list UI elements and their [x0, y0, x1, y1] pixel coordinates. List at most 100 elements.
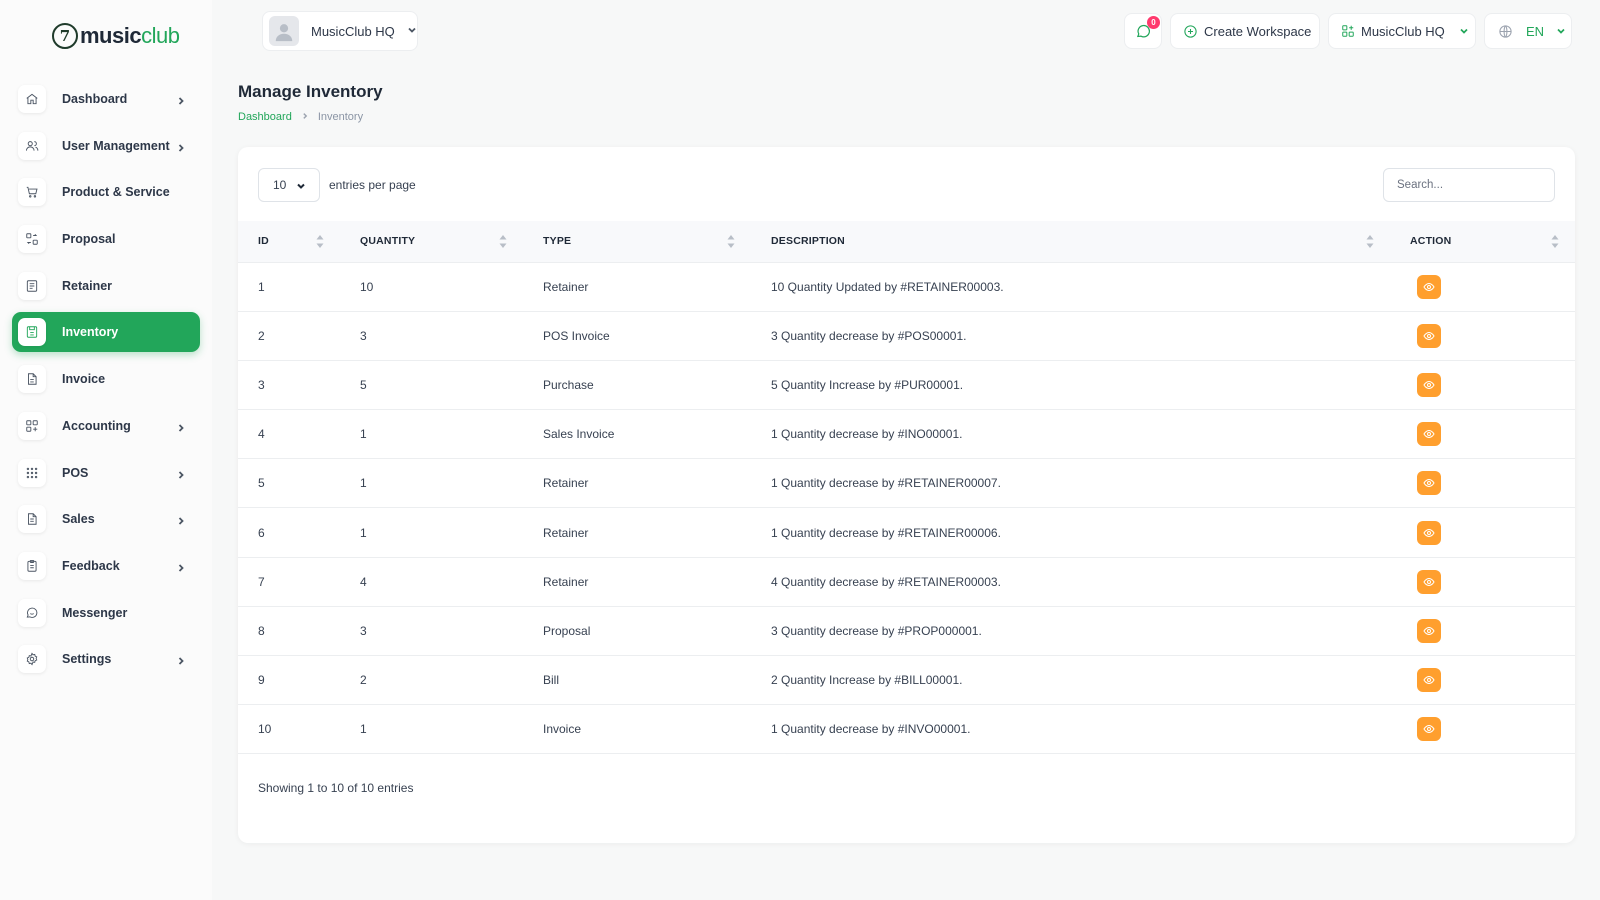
view-button[interactable]	[1417, 717, 1441, 742]
view-button[interactable]	[1417, 323, 1441, 348]
search-input[interactable]	[1383, 168, 1555, 202]
chat-icon	[1136, 24, 1150, 37]
sidebar-item-label: Invoice	[62, 372, 106, 387]
eye-icon	[1423, 725, 1435, 734]
breadcrumb-current: Inventory	[317, 111, 364, 123]
table-row: 1 10 Retainer 10 Quantity Updated by #RETAI…	[238, 261, 1575, 312]
cell-description: 4 Quantity decrease by #RETAINER00003.	[751, 556, 1390, 607]
sidebar-item-label: Messenger	[62, 605, 128, 620]
sidebar-item-pos[interactable]: POS	[12, 453, 200, 493]
dots-grid-icon	[18, 458, 46, 487]
view-button[interactable]	[1417, 569, 1441, 594]
cell-type: Proposal	[523, 605, 751, 656]
sidebar-item-messenger[interactable]: Messenger	[12, 593, 200, 633]
exchange-icon	[18, 225, 46, 254]
eye-icon	[1423, 331, 1435, 340]
create-workspace-button[interactable]: Create Workspace	[1170, 13, 1320, 49]
workspace-menu-button[interactable]: MusicClub HQ	[1328, 13, 1476, 49]
logo-text-bold: music	[80, 23, 142, 48]
entries-per-page-select[interactable]: 10	[258, 168, 320, 202]
cell-type: Retainer	[523, 556, 751, 607]
sort-icon	[316, 235, 324, 248]
brand-logo[interactable]: 7 musicclub	[52, 20, 180, 52]
table-row: 5 1 Retainer 1 Quantity decrease by #RETAIN…	[238, 458, 1575, 508]
column-header-action[interactable]: ACTION	[1390, 221, 1575, 262]
eye-icon	[1423, 430, 1435, 439]
chevron-down-icon	[407, 22, 417, 40]
view-button[interactable]	[1417, 372, 1441, 397]
sidebar-item-settings[interactable]: Settings	[12, 639, 200, 679]
column-header-label: TYPE	[543, 235, 572, 248]
workspace-switcher[interactable]: MusicClub HQ	[262, 11, 418, 51]
chevron-right-icon	[301, 111, 309, 123]
sidebar-item-label: Settings	[62, 652, 112, 667]
cell-id: 3	[238, 359, 340, 410]
column-header-description[interactable]: DESCRIPTION	[751, 221, 1390, 262]
file-text-icon	[18, 505, 46, 534]
table-row: 2 3 POS Invoice 3 Quantity decrease by #POS…	[238, 310, 1575, 361]
messages-button[interactable]: 0	[1124, 13, 1162, 49]
sidebar-item-retainer[interactable]: Retainer	[12, 266, 200, 306]
cell-action	[1390, 654, 1575, 705]
plus-circle-icon	[1184, 24, 1197, 38]
cell-quantity: 1	[340, 507, 523, 558]
cell-description: 2 Quantity Increase by #BILL00001.	[751, 654, 1390, 705]
sort-icon	[1366, 235, 1374, 248]
sidebar-item-sales[interactable]: Sales	[12, 499, 200, 539]
cart-icon	[18, 178, 46, 207]
column-header-label: ACTION	[1410, 235, 1452, 248]
cell-action	[1390, 261, 1575, 312]
cell-action	[1390, 310, 1575, 361]
users-icon	[18, 131, 46, 160]
workspace-menu-label: MusicClub HQ	[1361, 23, 1445, 39]
sort-icon	[727, 235, 735, 248]
cell-type: Purchase	[523, 359, 751, 410]
table-row: 10 1 Invoice 1 Quantity decrease by #INVO00…	[238, 704, 1575, 755]
cell-description: 1 Quantity decrease by #RETAINER00007.	[751, 458, 1390, 508]
sidebar-item-proposal[interactable]: Proposal	[12, 219, 200, 259]
sidebar-item-dashboard[interactable]: Dashboard	[12, 79, 200, 119]
cell-description: 1 Quantity decrease by #INO00001.	[751, 409, 1390, 459]
cell-type: POS Invoice	[523, 310, 751, 361]
chevron-down-icon	[296, 180, 306, 194]
home-icon	[18, 85, 46, 113]
view-button[interactable]	[1417, 274, 1441, 299]
language-selector[interactable]: EN	[1484, 13, 1572, 49]
user-avatar-icon	[275, 24, 293, 42]
column-header-quantity[interactable]: QUANTITY	[340, 221, 523, 262]
cell-action	[1390, 507, 1575, 558]
sidebar-item-label: POS	[62, 465, 89, 480]
breadcrumb-dashboard-link[interactable]: Dashboard	[238, 111, 292, 123]
sidebar-item-feedback[interactable]: Feedback	[12, 546, 200, 586]
sidebar-item-inventory[interactable]: Inventory	[12, 312, 200, 353]
cell-type: Retainer	[523, 261, 751, 312]
sidebar-item-user-management[interactable]: User Management	[12, 126, 200, 166]
sidebar-item-product-and-service[interactable]: Product & Service	[12, 172, 200, 212]
eye-icon	[1423, 676, 1435, 685]
eye-icon	[1423, 528, 1435, 537]
column-header-label: QUANTITY	[360, 235, 416, 248]
column-header-id[interactable]: ID	[238, 221, 340, 262]
view-button[interactable]	[1417, 520, 1441, 545]
view-button[interactable]	[1417, 668, 1441, 693]
sidebar-nav: Dashboard User Management Product & Servic…	[12, 79, 200, 686]
cell-id: 2	[238, 310, 340, 361]
chevron-right-icon	[176, 653, 186, 665]
column-header-type[interactable]: TYPE	[523, 221, 751, 262]
sidebar-item-accounting[interactable]: Accounting	[12, 406, 200, 446]
view-button[interactable]	[1417, 618, 1441, 643]
view-button[interactable]	[1417, 422, 1441, 447]
view-button[interactable]	[1417, 471, 1441, 496]
eye-icon	[1423, 577, 1435, 586]
sidebar-item-label: Proposal	[62, 232, 116, 247]
sidebar-item-label: Sales	[62, 512, 95, 527]
eye-icon	[1423, 380, 1435, 389]
sidebar-item-invoice[interactable]: Invoice	[12, 359, 200, 399]
cell-id: 9	[238, 654, 340, 705]
inventory-table: ID QUANTITY TYPE DESCRIPTION ACTION 1 10 Retai…	[238, 221, 1575, 755]
chevron-right-icon	[176, 420, 186, 432]
cell-type: Bill	[523, 654, 751, 705]
apps-icon	[1342, 25, 1354, 37]
cell-id: 7	[238, 556, 340, 607]
chevron-right-icon	[176, 93, 186, 105]
